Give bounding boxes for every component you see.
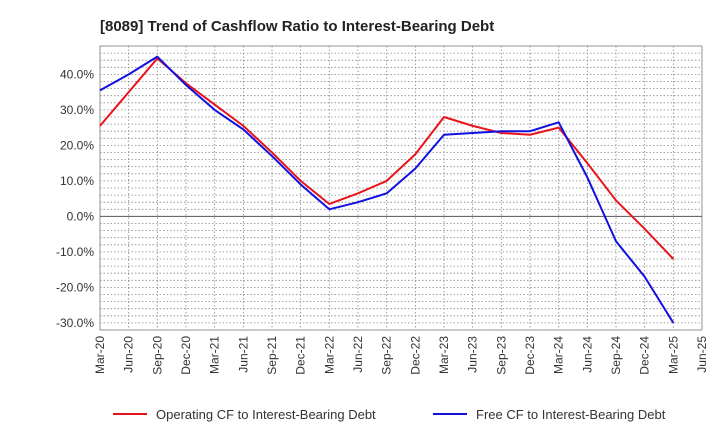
- y-tick-label: -20.0%: [56, 280, 94, 294]
- chart-title: [8089] Trend of Cashflow Ratio to Intere…: [100, 18, 494, 35]
- legend-label-1: Free CF to Interest-Bearing Debt: [476, 407, 666, 422]
- x-tick-label: Jun-21: [236, 336, 250, 373]
- x-tick-label: Sep-21: [265, 336, 279, 375]
- y-tick-label: 0.0%: [67, 209, 95, 223]
- x-tick-label: Jun-20: [122, 336, 136, 373]
- y-tick-label: 40.0%: [60, 67, 94, 81]
- x-tick-label: Sep-22: [380, 336, 394, 375]
- y-tick-label: 10.0%: [60, 174, 94, 188]
- x-tick-label: Jun-24: [580, 336, 594, 373]
- x-tick-label: Dec-23: [523, 336, 537, 375]
- legend-label-0: Operating CF to Interest-Bearing Debt: [156, 407, 376, 422]
- x-tick-label: Sep-23: [494, 336, 508, 375]
- x-tick-label: Dec-22: [408, 336, 422, 375]
- series-lines: [99, 55, 675, 324]
- x-tick-label: Mar-20: [93, 336, 107, 374]
- series-line-1: [99, 55, 675, 324]
- grid-lines: [99, 45, 703, 331]
- series-line-0: [99, 57, 675, 260]
- x-tick-label: Dec-21: [294, 336, 308, 375]
- x-tick-label: Dec-20: [179, 336, 193, 375]
- legend: Operating CF to Interest-Bearing Debt Fre…: [113, 407, 666, 422]
- x-tick-label: Mar-21: [208, 336, 222, 374]
- x-tick-label: Jun-23: [466, 336, 480, 373]
- x-tick-label: Jun-22: [351, 336, 365, 373]
- x-axis: Mar-20 Jun-20 Sep-20 Dec-20 Mar-21 Jun-21 Sep-…: [93, 336, 709, 375]
- x-tick-label: Dec-24: [638, 336, 652, 375]
- y-axis: 40.0% 30.0% 20.0% 10.0% 0.0% -10.0% -20.0% -30.…: [56, 67, 95, 330]
- y-tick-label: -30.0%: [56, 316, 94, 330]
- x-tick-label: Mar-24: [552, 336, 566, 374]
- y-tick-label: 20.0%: [60, 138, 94, 152]
- x-tick-label: Mar-25: [666, 336, 680, 374]
- x-tick-label: Sep-24: [609, 336, 623, 375]
- x-tick-label: Sep-20: [150, 336, 164, 375]
- y-tick-label: -10.0%: [56, 245, 94, 259]
- x-tick-label: Mar-22: [322, 336, 336, 374]
- y-tick-label: 30.0%: [60, 103, 94, 117]
- x-tick-label: Mar-23: [437, 336, 451, 374]
- x-tick-label: Jun-25: [695, 336, 709, 373]
